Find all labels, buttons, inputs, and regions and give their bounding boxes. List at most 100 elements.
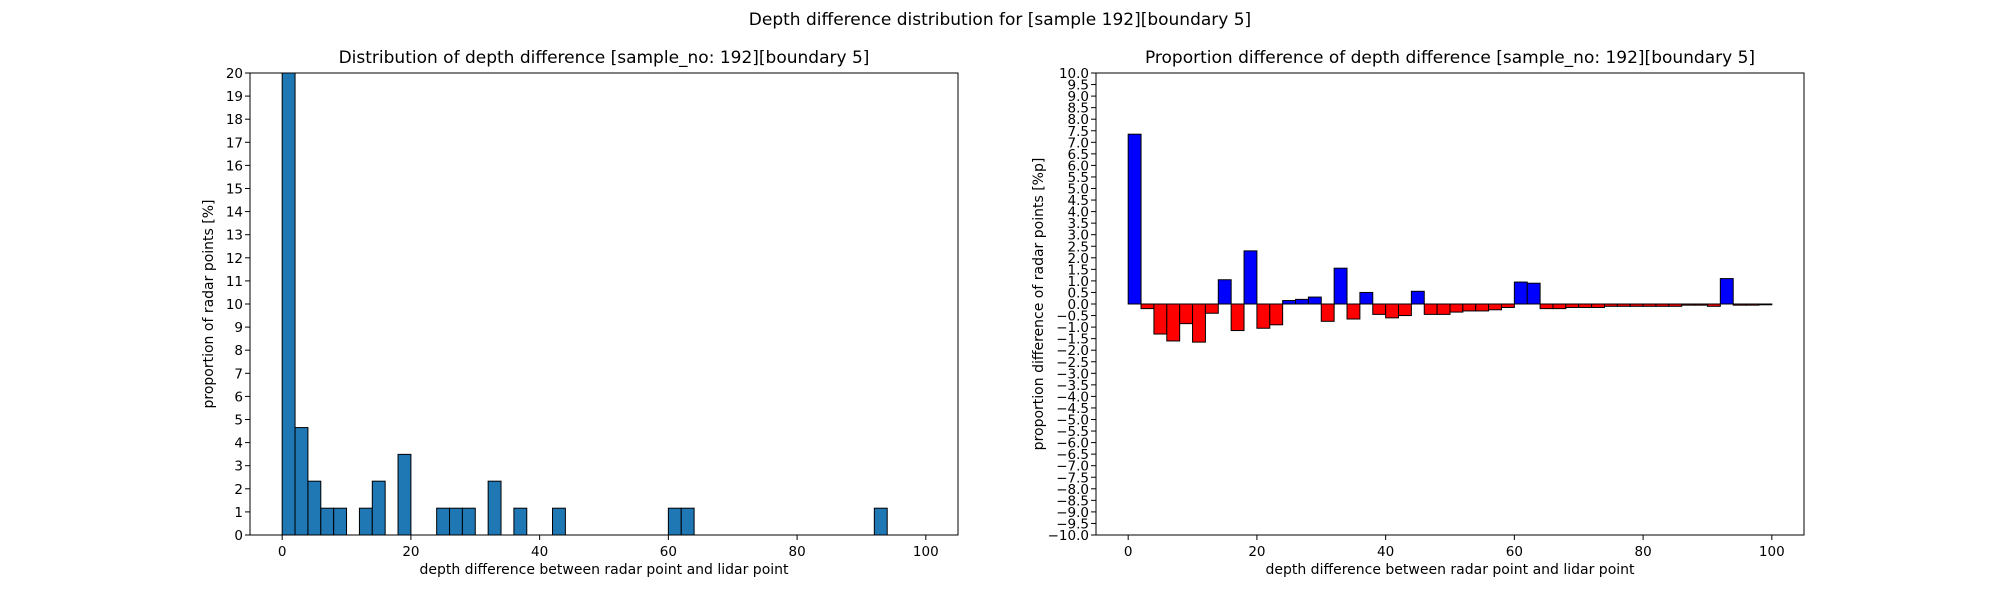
y-tick-label: 4 bbox=[234, 436, 243, 452]
bar-bin-90 bbox=[1706, 303, 1721, 307]
y-tick-label: −1.5 bbox=[1056, 332, 1089, 348]
y-tick-label: −1.0 bbox=[1056, 320, 1089, 336]
x-tick-label: 60 bbox=[660, 544, 677, 560]
difference-x-ticks: 0 20 40 60 80 100 bbox=[1124, 535, 1785, 560]
difference-panel: Proportion difference of depth differenc… bbox=[1031, 48, 1805, 578]
y-tick-label: 15 bbox=[226, 182, 243, 198]
figure-title: Depth difference distribution for [sampl… bbox=[749, 10, 1251, 30]
bar-bin-50 bbox=[1449, 303, 1464, 313]
bar-bin-24 bbox=[436, 507, 451, 536]
y-tick-label: 2 bbox=[234, 482, 243, 498]
bar-bin-18 bbox=[1243, 250, 1258, 305]
bar-bin-4 bbox=[307, 480, 322, 536]
bar-bin-44 bbox=[1410, 290, 1425, 305]
bar-bin-62 bbox=[680, 507, 695, 536]
bar-bin-14 bbox=[1217, 279, 1232, 305]
y-tick-label: 5.0 bbox=[1068, 182, 1089, 198]
y-tick-label: 18 bbox=[226, 112, 243, 128]
y-tick-label: 1 bbox=[234, 505, 243, 521]
bar-bin-2 bbox=[1140, 303, 1155, 310]
bar-bin-92 bbox=[1719, 278, 1734, 305]
x-tick-label: 40 bbox=[531, 544, 548, 560]
y-tick-label: 3 bbox=[234, 459, 243, 475]
histogram-bars bbox=[281, 72, 888, 536]
y-tick-label: −5.5 bbox=[1056, 424, 1089, 440]
bar-bin-30 bbox=[1320, 303, 1335, 322]
y-tick-label: 16 bbox=[226, 158, 243, 174]
histogram-title: Distribution of depth difference [sample… bbox=[339, 48, 870, 68]
x-tick-label: 80 bbox=[788, 544, 805, 560]
difference-y-ticks: 10.09.59.08.58.07.57.06.56.05.55.04.54.0… bbox=[1048, 66, 1096, 544]
bar-bin-28 bbox=[461, 507, 476, 536]
bar-bin-94 bbox=[1732, 303, 1747, 306]
y-tick-label: 1.0 bbox=[1068, 274, 1089, 290]
bar-bin-6 bbox=[320, 507, 335, 536]
y-tick-label: −9.5 bbox=[1056, 516, 1089, 532]
bar-bin-0 bbox=[1127, 133, 1142, 305]
y-tick-label: 8.0 bbox=[1068, 112, 1089, 128]
bar-bin-16 bbox=[1230, 303, 1245, 332]
y-tick-label: 12 bbox=[226, 251, 243, 267]
bar-bin-20 bbox=[1256, 303, 1271, 329]
bar-bin-18 bbox=[397, 453, 412, 536]
y-tick-label: −6.5 bbox=[1056, 447, 1089, 463]
bar-bin-8 bbox=[1179, 303, 1194, 325]
difference-x-label: depth difference between radar point and… bbox=[1265, 562, 1635, 578]
bar-bin-60 bbox=[1513, 281, 1528, 305]
bar-bin-4 bbox=[1153, 303, 1168, 335]
y-tick-label: −10.0 bbox=[1048, 528, 1089, 544]
bar-bin-68 bbox=[1565, 303, 1580, 308]
y-tick-label: 7 bbox=[234, 366, 243, 382]
bar-bin-22 bbox=[1269, 303, 1284, 326]
y-tick-label: −7.5 bbox=[1056, 470, 1089, 486]
y-tick-label: −2.5 bbox=[1056, 355, 1089, 371]
bar-bin-78 bbox=[1629, 303, 1644, 307]
bar-bin-54 bbox=[1475, 303, 1490, 312]
histogram-y-label: proportion of radar points [%] bbox=[201, 199, 217, 408]
y-tick-label: 6 bbox=[234, 389, 243, 405]
y-tick-label: −2.0 bbox=[1056, 343, 1089, 359]
y-tick-label: 8.5 bbox=[1068, 101, 1089, 117]
bar-bin-14 bbox=[371, 480, 386, 536]
y-tick-label: 14 bbox=[226, 205, 243, 221]
bar-bin-60 bbox=[667, 507, 682, 536]
bar-bin-38 bbox=[1372, 303, 1387, 315]
bar-bin-98 bbox=[1758, 303, 1773, 306]
bar-bin-34 bbox=[1346, 303, 1361, 320]
y-tick-label: 7.5 bbox=[1068, 124, 1089, 140]
bar-bin-6 bbox=[1166, 303, 1181, 342]
x-tick-label: 20 bbox=[1248, 544, 1265, 560]
y-tick-label: −9.0 bbox=[1056, 505, 1089, 521]
y-tick-label: −3.5 bbox=[1056, 378, 1089, 394]
y-tick-label: −5.0 bbox=[1056, 413, 1089, 429]
bar-bin-26 bbox=[1295, 298, 1309, 305]
bar-bin-36 bbox=[1359, 291, 1374, 305]
bar-bin-72 bbox=[1591, 303, 1605, 308]
histogram-x-label: depth difference between radar point and… bbox=[419, 562, 789, 578]
y-tick-label: 4.5 bbox=[1068, 193, 1089, 209]
bar-bin-10 bbox=[1192, 303, 1206, 343]
bar-bin-88 bbox=[1694, 303, 1708, 306]
x-tick-label: 0 bbox=[1124, 544, 1133, 560]
y-tick-label: 7.0 bbox=[1068, 135, 1089, 151]
difference-y-label: proportion difference of radar points [%… bbox=[1031, 158, 1047, 451]
bar-bin-86 bbox=[1681, 303, 1696, 306]
x-tick-label: 100 bbox=[913, 544, 939, 560]
bar-bin-26 bbox=[449, 507, 463, 536]
y-tick-label: 6.0 bbox=[1068, 158, 1089, 174]
bar-bin-2 bbox=[294, 427, 309, 536]
y-tick-label: −8.0 bbox=[1056, 482, 1089, 498]
difference-bars bbox=[1127, 133, 1773, 343]
y-tick-label: −6.0 bbox=[1056, 436, 1089, 452]
y-tick-label: −4.0 bbox=[1056, 389, 1089, 405]
y-tick-label: 10 bbox=[226, 297, 243, 313]
bar-bin-76 bbox=[1616, 303, 1631, 307]
y-tick-label: −8.5 bbox=[1056, 493, 1089, 509]
y-tick-label: 2.0 bbox=[1068, 251, 1089, 267]
histogram-axes-frame bbox=[249, 72, 959, 536]
y-tick-label: 5.5 bbox=[1068, 170, 1089, 186]
bar-bin-74 bbox=[1603, 303, 1618, 307]
y-tick-label: 5 bbox=[234, 413, 243, 429]
y-tick-label: 0.0 bbox=[1068, 297, 1089, 313]
